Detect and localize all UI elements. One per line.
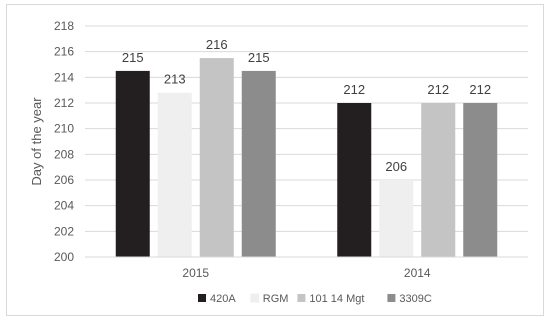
data-label-101-14-mgt-2014: 212 bbox=[427, 82, 449, 97]
data-label-3309c-2014: 212 bbox=[469, 82, 491, 97]
x-tick-label-2014: 2014 bbox=[404, 266, 431, 280]
legend-item-420a: 420A bbox=[198, 293, 236, 305]
data-label-101-14-mgt-2015: 216 bbox=[206, 37, 228, 52]
bars-layer bbox=[115, 58, 498, 258]
data-label-420a-2014: 212 bbox=[343, 82, 365, 97]
y-tick-label-204: 204 bbox=[54, 199, 74, 213]
legend-swatch-3309c bbox=[387, 294, 396, 302]
grid-layer bbox=[85, 25, 528, 258]
y-tick-label-210: 210 bbox=[54, 122, 74, 136]
y-tick-label-200: 200 bbox=[54, 250, 74, 264]
data-label-3309c-2015: 215 bbox=[248, 50, 270, 65]
legend-label-3309c: 3309C bbox=[399, 293, 431, 305]
legend-item-3309c: 3309C bbox=[387, 293, 432, 305]
bar-3309c-2015 bbox=[241, 70, 276, 258]
y-tick-label-218: 218 bbox=[54, 19, 74, 33]
y-tick-label-214: 214 bbox=[54, 70, 74, 84]
legend-layer: 420A RGM 101 14 Mgt 3309C bbox=[198, 293, 432, 305]
legend-item-101-14-mgt: 101 14 Mgt bbox=[297, 293, 364, 305]
y-axis-title: Day of the year bbox=[29, 97, 44, 186]
axis-layer: 200 202 204 206 208 210 212 214 216 218 2015 2014 Da… bbox=[29, 19, 528, 280]
data-label-rgm-2015: 213 bbox=[164, 72, 186, 87]
legend-label-420a: 420A bbox=[210, 293, 236, 305]
y-tick-label-208: 208 bbox=[54, 147, 74, 161]
bar-420a-2015 bbox=[115, 70, 150, 258]
bar-101-14-mgt-2014 bbox=[421, 103, 456, 257]
y-tick-label-206: 206 bbox=[54, 173, 74, 187]
bar-rgm-2015 bbox=[157, 92, 192, 257]
y-tick-label-212: 212 bbox=[54, 96, 74, 110]
legend-label-rgm: RGM bbox=[263, 293, 289, 305]
y-tick-label-202: 202 bbox=[54, 224, 74, 238]
legend-label-101-14-mgt: 101 14 Mgt bbox=[309, 293, 364, 305]
data-label-420a-2015: 215 bbox=[122, 50, 144, 65]
legend-swatch-101-14-mgt bbox=[297, 294, 306, 302]
data-label-rgm-2014: 206 bbox=[385, 159, 407, 174]
bar-420a-2014 bbox=[337, 103, 372, 257]
bar-rgm-2014 bbox=[379, 180, 414, 257]
labels-layer: 215 213 216 215 212 206 212 212 bbox=[122, 37, 491, 174]
legend-item-rgm: RGM bbox=[250, 293, 289, 305]
legend-swatch-rgm bbox=[250, 293, 260, 303]
y-tick-label-216: 216 bbox=[54, 45, 74, 59]
x-tick-label-2015: 2015 bbox=[182, 266, 209, 280]
legend-swatch-420a bbox=[198, 294, 206, 302]
bar-101-14-mgt-2015 bbox=[199, 58, 234, 258]
bar-3309c-2014 bbox=[463, 103, 498, 257]
